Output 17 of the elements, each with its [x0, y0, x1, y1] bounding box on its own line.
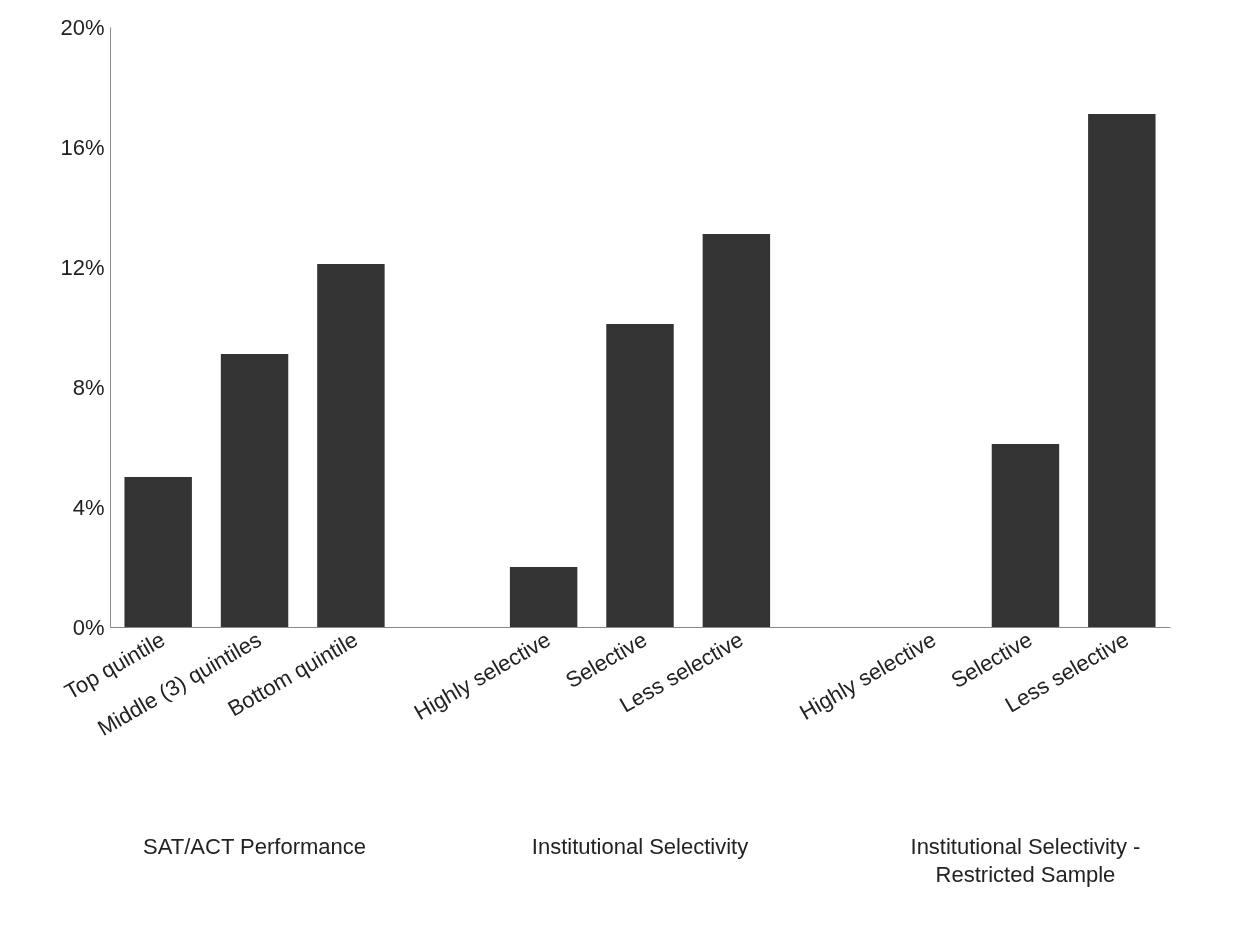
bar: [509, 567, 578, 627]
bar: [606, 324, 674, 627]
bar: [317, 264, 385, 627]
bar: [124, 477, 192, 627]
y-tick-label: 8%: [72, 374, 105, 400]
text: Institutional Selectivity: [531, 834, 749, 859]
y-tick-label: 20%: [60, 14, 105, 40]
bar: [991, 444, 1060, 627]
bar: [702, 234, 771, 627]
bar: [220, 354, 289, 627]
y-tick-label: 12%: [60, 254, 105, 280]
text: SAT/ACT Performance: [143, 834, 367, 859]
y-tick-label: 0%: [72, 614, 105, 640]
bar: [1088, 114, 1156, 627]
y-tick-label: 16%: [60, 134, 105, 160]
text: Institutional Selectivity - Restricted Sample: [910, 834, 1141, 887]
y-tick-label: 4%: [72, 494, 105, 520]
